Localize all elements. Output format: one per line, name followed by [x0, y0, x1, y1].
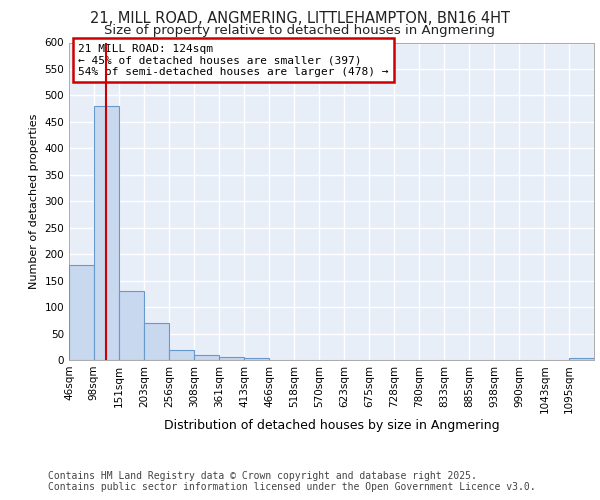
Bar — [244, 358, 269, 360]
Bar — [144, 323, 169, 360]
Y-axis label: Number of detached properties: Number of detached properties — [29, 114, 39, 289]
Bar — [194, 354, 219, 360]
X-axis label: Distribution of detached houses by size in Angmering: Distribution of detached houses by size … — [164, 419, 499, 432]
Bar — [219, 357, 244, 360]
Bar — [169, 350, 194, 360]
Text: 21, MILL ROAD, ANGMERING, LITTLEHAMPTON, BN16 4HT: 21, MILL ROAD, ANGMERING, LITTLEHAMPTON,… — [90, 11, 510, 26]
Text: Size of property relative to detached houses in Angmering: Size of property relative to detached ho… — [104, 24, 496, 37]
Text: Contains HM Land Registry data © Crown copyright and database right 2025.: Contains HM Land Registry data © Crown c… — [48, 471, 477, 481]
Bar — [69, 265, 94, 360]
Text: 21 MILL ROAD: 124sqm
← 45% of detached houses are smaller (397)
54% of semi-deta: 21 MILL ROAD: 124sqm ← 45% of detached h… — [78, 44, 389, 77]
Bar — [94, 106, 119, 360]
Bar — [569, 358, 594, 360]
Text: Contains public sector information licensed under the Open Government Licence v3: Contains public sector information licen… — [48, 482, 536, 492]
Bar — [119, 291, 144, 360]
